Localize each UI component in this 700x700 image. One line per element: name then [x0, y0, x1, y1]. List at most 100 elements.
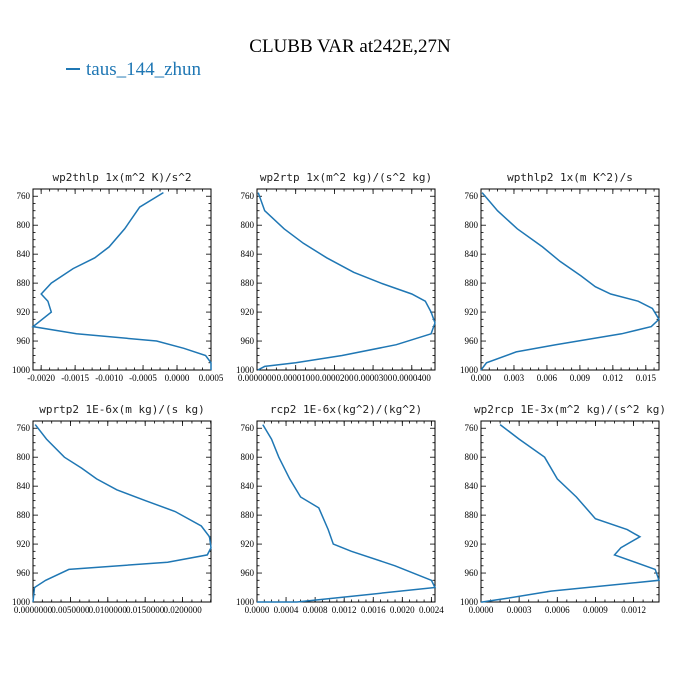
x-tick-label: 0.0000200 — [315, 373, 354, 383]
y-tick-label: 760 — [465, 423, 479, 433]
subplot-1: wp2thlp 1x(m^2 K)/s^2 760 800 840 880 920 960 1… — [12, 171, 224, 383]
y-tick-label: 880 — [241, 278, 255, 288]
x-tick-label: 0.0000400 — [393, 373, 432, 383]
x-tick-label: 0.0003 — [507, 605, 532, 615]
y-tick-label: 920 — [465, 307, 479, 317]
subplot-2: wp2rtp 1x(m^2 kg)/(s^2 kg) 760 800 840 880 92… — [236, 171, 436, 383]
y-tick-label: 800 — [17, 452, 31, 462]
x-tick-label: 0.000 — [471, 373, 492, 383]
x-tick-label: 0.0000300 — [354, 373, 393, 383]
y-tick-label: 800 — [241, 220, 255, 230]
series-line — [481, 424, 661, 603]
x-tick-label: 0.009 — [570, 373, 591, 383]
x-tick-label: 0.0000 — [165, 373, 190, 383]
x-tick-label: 0.0016 — [361, 605, 386, 615]
figure-title: CLUBB VAR at242E,27N — [249, 36, 451, 57]
x-tick-label: 0.0000 — [469, 605, 494, 615]
y-tick-label: 760 — [465, 191, 479, 201]
y-tick-label: 960 — [241, 336, 255, 346]
x-tick-label: 0.0006 — [545, 605, 570, 615]
y-tick-label: 760 — [17, 191, 31, 201]
subplot-title: wp2rcp 1E-3x(m^2 kg)/(s^2 kg) — [474, 403, 666, 416]
subplot-4: wprtp2 1E-6x(m kg)/(s kg) 760 800 840 880 920… — [12, 403, 212, 615]
x-tick-label: 0.0000 — [245, 605, 270, 615]
x-tick-label: 0.0004 — [274, 605, 299, 615]
legend: taus_144_zhun — [66, 59, 201, 81]
y-tick-label: 960 — [241, 568, 255, 578]
x-tick-label: 0.0012 — [332, 605, 357, 615]
y-tick-label: 1000 — [12, 597, 31, 607]
y-tick-label: 920 — [241, 539, 255, 549]
subplot-title: wpthlp2 1x(m K^2)/s — [507, 171, 633, 184]
axes-frame — [32, 188, 212, 371]
x-tick-label: 0.0050000 — [51, 605, 90, 615]
series-line — [32, 424, 212, 603]
y-tick-label: 840 — [17, 481, 31, 491]
axes-frame — [480, 420, 660, 603]
y-tick-label: 920 — [465, 539, 479, 549]
x-tick-label: 0.0000100 — [277, 373, 316, 383]
y-tick-label: 880 — [17, 510, 31, 520]
subplot-5: rcp2 1E-6x(kg^2)/(kg^2) 760 800 840 880 920 96… — [236, 403, 444, 615]
x-tick-label: 0.0024 — [419, 605, 444, 615]
subplot-title: wp2thlp 1x(m^2 K)/s^2 — [52, 171, 191, 184]
subplot-6: wp2rcp 1E-3x(m^2 kg)/(s^2 kg) 760 800 840 88… — [460, 403, 666, 615]
y-tick-label: 760 — [241, 423, 255, 433]
y-tick-label: 960 — [465, 568, 479, 578]
x-tick-label: -0.0005 — [129, 373, 157, 383]
y-tick-label: 800 — [17, 220, 31, 230]
y-tick-label: 920 — [17, 307, 31, 317]
series-line — [257, 192, 436, 371]
series-line — [257, 424, 437, 603]
x-tick-label: -0.0015 — [61, 373, 89, 383]
legend-line-swatch — [66, 67, 80, 70]
y-tick-label: 840 — [241, 249, 255, 259]
x-tick-label: 0.003 — [504, 373, 525, 383]
x-tick-label: 0.006 — [537, 373, 558, 383]
subplot-title: wp2rtp 1x(m^2 kg)/(s^2 kg) — [260, 171, 432, 184]
x-tick-label: 0.015 — [636, 373, 657, 383]
y-tick-label: 840 — [241, 481, 255, 491]
y-tick-label: 1000 — [236, 597, 255, 607]
y-tick-label: 880 — [465, 510, 479, 520]
y-tick-label: 800 — [465, 220, 479, 230]
axes-frame — [256, 188, 436, 371]
y-tick-label: 880 — [465, 278, 479, 288]
y-tick-label: 760 — [241, 191, 255, 201]
y-tick-label: 1000 — [460, 365, 479, 375]
x-tick-label: 0.0150000 — [126, 605, 165, 615]
y-tick-label: 1000 — [236, 365, 255, 375]
axes-frame — [256, 420, 436, 603]
y-tick-label: 1000 — [12, 365, 31, 375]
y-tick-label: 1000 — [460, 597, 479, 607]
y-tick-label: 960 — [17, 568, 31, 578]
y-tick-label: 880 — [17, 278, 31, 288]
x-tick-label: -0.0020 — [27, 373, 55, 383]
y-tick-label: 800 — [241, 452, 255, 462]
subplot-title: rcp2 1E-6x(kg^2)/(kg^2) — [270, 403, 422, 416]
x-tick-label: 0.0008 — [303, 605, 328, 615]
axes-frame — [32, 420, 212, 603]
x-tick-label: 0.0000000 — [14, 605, 53, 615]
x-tick-label: 0.0009 — [583, 605, 608, 615]
x-tick-label: 0.0200000 — [163, 605, 202, 615]
y-tick-label: 840 — [465, 249, 479, 259]
axes-frame — [480, 188, 660, 371]
x-tick-label: 0.012 — [603, 373, 623, 383]
y-tick-label: 960 — [17, 336, 31, 346]
x-tick-label: 0.0012 — [621, 605, 646, 615]
y-tick-label: 880 — [241, 510, 255, 520]
y-tick-label: 800 — [465, 452, 479, 462]
subplot-3: wpthlp2 1x(m K^2)/s 760 800 840 880 920 960 100… — [460, 171, 660, 383]
x-tick-label: 0.0000000 — [238, 373, 277, 383]
y-tick-label: 840 — [17, 249, 31, 259]
x-tick-label: 0.0020 — [390, 605, 415, 615]
x-tick-label: 0.0100000 — [89, 605, 128, 615]
series-line — [31, 191, 212, 370]
y-tick-label: 920 — [241, 307, 255, 317]
x-tick-label: 0.0005 — [199, 373, 224, 383]
y-tick-label: 920 — [17, 539, 31, 549]
y-tick-label: 960 — [465, 336, 479, 346]
